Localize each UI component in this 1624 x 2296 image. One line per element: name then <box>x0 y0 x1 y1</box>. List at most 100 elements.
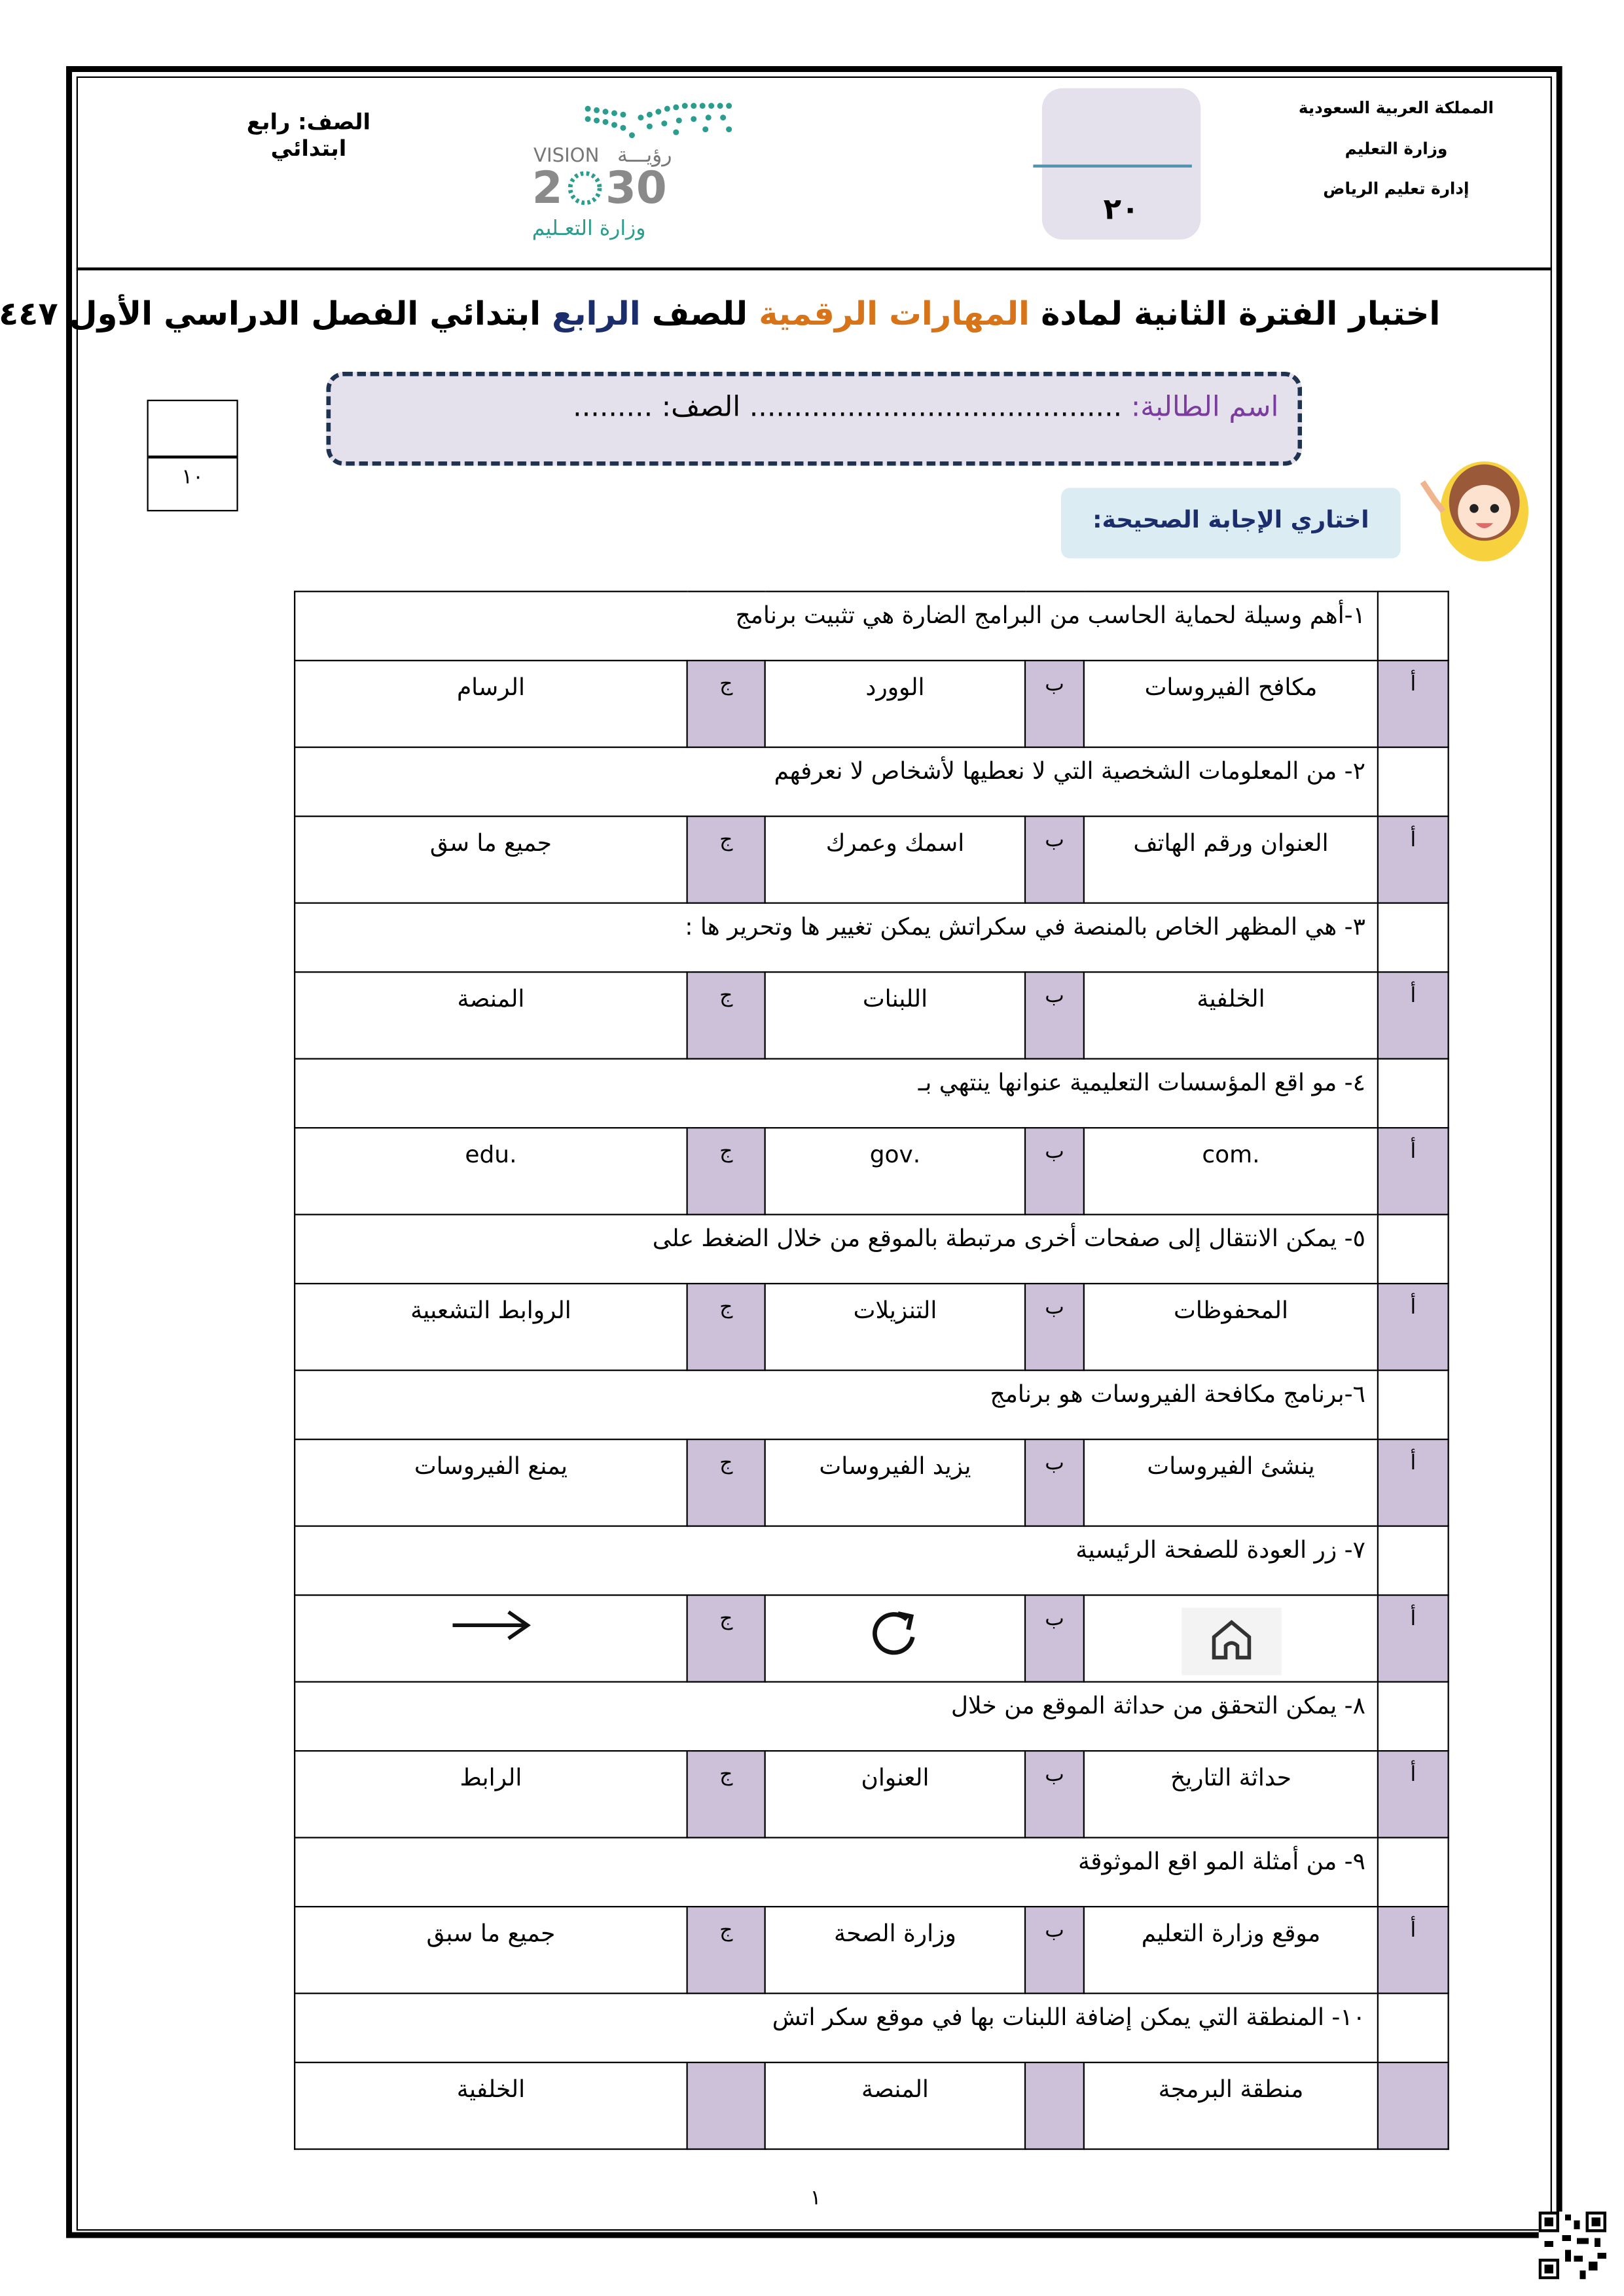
question-text: ٣- هي المظهر الخاص بالمنصة في سكراتش يمك… <box>294 902 1379 973</box>
answer-option[interactable]: يمنع الفيروسات <box>294 1439 688 1527</box>
svg-text:30: 30 <box>605 162 667 213</box>
answer-option[interactable] <box>1083 1594 1379 1683</box>
class-field[interactable]: ......... <box>573 391 662 423</box>
page-outer-border <box>66 66 1562 2238</box>
option-letter: ب <box>1024 1594 1085 1683</box>
answer-option[interactable]: الروابط التشعبية <box>294 1283 688 1371</box>
score-divider <box>148 456 237 458</box>
answer-option[interactable]: العنوان <box>764 1750 1026 1839</box>
answer-option[interactable]: ينشئ الفيروسات <box>1083 1439 1379 1527</box>
answer-option[interactable]: اسمك وعمرك <box>764 816 1026 904</box>
option-letter: أ <box>1377 1750 1449 1839</box>
instruction-box: اختاري الإجابة الصحيحة: <box>1061 488 1401 559</box>
question-text: ٩- من أمثلة المو اقع الموثوقة <box>294 1837 1379 1908</box>
option-letter: أ <box>1377 971 1449 1060</box>
option-letter: أ <box>1377 660 1449 748</box>
option-letter: ب <box>1024 816 1085 904</box>
home-icon <box>1181 1607 1281 1681</box>
class-label: الصف: <box>661 391 741 423</box>
questions-table: ١-أهم وسيلة لحماية الحاسب من البرامج الض… <box>294 590 1449 2150</box>
question-row: ٨- يمكن التحقق من حداثة الموقع من خلال <box>294 1681 1449 1752</box>
student-name-field[interactable]: ........................................… <box>740 391 1131 423</box>
answer-option[interactable]: المحفوظات <box>1083 1283 1379 1371</box>
option-letter: ج <box>686 971 766 1060</box>
svg-text:وزارة التعـليم: وزارة التعـليم <box>532 217 646 240</box>
answer-row: أ المحفوظات ب التنزيلات ج الروابط التشعبية <box>294 1283 1449 1371</box>
option-letter: ب <box>1024 1906 1085 1994</box>
total-score-box <box>1041 88 1201 240</box>
student-info: اسم الطالبة: ...........................… <box>353 391 1278 423</box>
grade-label: الصف: رابع ابتدائي <box>246 109 371 162</box>
option-letter: أ <box>1377 1906 1449 1994</box>
question-row: ١-أهم وسيلة لحماية الحاسب من البرامج الض… <box>294 590 1449 662</box>
answer-option[interactable]: مكافح الفيروسات <box>1083 660 1379 748</box>
answer-row: أ مكافح الفيروسات ب الوورد ج الرسام <box>294 660 1449 748</box>
answer-option[interactable]: الخلفية <box>294 2062 688 2150</box>
answer-option[interactable]: .com <box>1083 1127 1379 1215</box>
answer-option[interactable]: موقع وزارة التعليم <box>1083 1906 1379 1994</box>
question-row: ٣- هي المظهر الخاص بالمنصة في سكراتش يمك… <box>294 902 1449 973</box>
page-number: ١ <box>810 2186 821 2210</box>
answer-option[interactable]: اللبنات <box>764 971 1026 1060</box>
option-letter: ب <box>1024 1127 1085 1215</box>
option-letter <box>686 2062 766 2150</box>
answer-option[interactable]: الرسام <box>294 660 688 748</box>
option-letter: ب <box>1024 660 1085 748</box>
student-info-box <box>326 372 1303 466</box>
answer-option[interactable]: وزارة الصحة <box>764 1906 1026 1994</box>
question-text: ١٠- المنطقة التي يمكن إضافة اللبنات بها … <box>294 1992 1379 2064</box>
option-letter: ب <box>1024 1439 1085 1527</box>
option-letter: ب <box>1024 1283 1085 1371</box>
answer-option[interactable]: الخلفية <box>1083 971 1379 1060</box>
answer-option[interactable]: يزيد الفيروسات <box>764 1439 1026 1527</box>
option-letter: ج <box>686 1750 766 1839</box>
question-text: ٤- مو اقع المؤسسات التعليمية عنوانها ينت… <box>294 1058 1379 1129</box>
question-text: ٧- زر العودة للصفحة الرئيسية <box>294 1525 1379 1596</box>
question-text: ٢- من المعلومات الشخصية التي لا نعطيها ل… <box>294 746 1379 817</box>
section-max-score: ١٠ <box>181 465 204 490</box>
question-row: ٢- من المعلومات الشخصية التي لا نعطيها ل… <box>294 746 1449 817</box>
question-row: ٧- زر العودة للصفحة الرئيسية <box>294 1525 1449 1596</box>
answer-option[interactable]: حداثة التاريخ <box>1083 1750 1379 1839</box>
answer-row: أ العنوان ورقم الهاتف ب اسمك وعمرك ج جميع ما … <box>294 816 1449 904</box>
question-number-cell <box>1377 1837 1449 1908</box>
option-letter: أ <box>1377 1439 1449 1527</box>
option-letter: ج <box>686 660 766 748</box>
answer-option[interactable]: .gov <box>764 1127 1026 1215</box>
answer-option[interactable]: جميع ما سق <box>294 816 688 904</box>
answer-option[interactable] <box>764 1594 1026 1683</box>
option-letter: ج <box>686 1283 766 1371</box>
answer-option[interactable] <box>294 1594 688 1683</box>
question-number-cell <box>1377 1681 1449 1752</box>
option-letter: ج <box>686 1906 766 1994</box>
answer-option[interactable]: المنصة <box>294 971 688 1060</box>
answer-option[interactable]: منطقة البرمجة <box>1083 2062 1379 2150</box>
option-letter: أ <box>1377 816 1449 904</box>
option-letter: ج <box>686 816 766 904</box>
section-score-box: ١٠ <box>147 399 238 512</box>
girl-avatar-icon <box>1420 461 1529 562</box>
exam-title: اختبار الفترة الثانية لمادة المهارات الر… <box>0 297 1441 334</box>
option-letter: أ <box>1377 1283 1449 1371</box>
answer-row: أ الخلفية ب اللبنات ج المنصة <box>294 971 1449 1060</box>
answer-option[interactable]: التنزيلات <box>764 1283 1026 1371</box>
question-number-cell <box>1377 1369 1449 1441</box>
department-name: إدارة تعليم الرياض <box>1323 179 1470 199</box>
question-number-cell <box>1377 590 1449 662</box>
answer-option[interactable]: المنصة <box>764 2062 1026 2150</box>
page-inner-border <box>76 76 1552 2231</box>
answer-option[interactable]: الرابط <box>294 1750 688 1839</box>
title-part: ابتدائي الفصل الدراسي الأول ١٤٤٧ <box>0 296 541 334</box>
option-letter: أ <box>1377 1127 1449 1215</box>
answer-option[interactable]: .edu <box>294 1127 688 1215</box>
header-divider <box>76 267 1552 271</box>
svg-text:2: 2 <box>532 162 563 213</box>
answer-option[interactable]: الوورد <box>764 660 1026 748</box>
question-number-cell <box>1377 1992 1449 2064</box>
option-letter: ج <box>686 1127 766 1215</box>
question-text: ١-أهم وسيلة لحماية الحاسب من البرامج الض… <box>294 590 1379 662</box>
option-letter: أ <box>1377 1594 1449 1683</box>
answer-option[interactable]: جميع ما سبق <box>294 1906 688 1994</box>
answer-option[interactable]: العنوان ورقم الهاتف <box>1083 816 1379 904</box>
